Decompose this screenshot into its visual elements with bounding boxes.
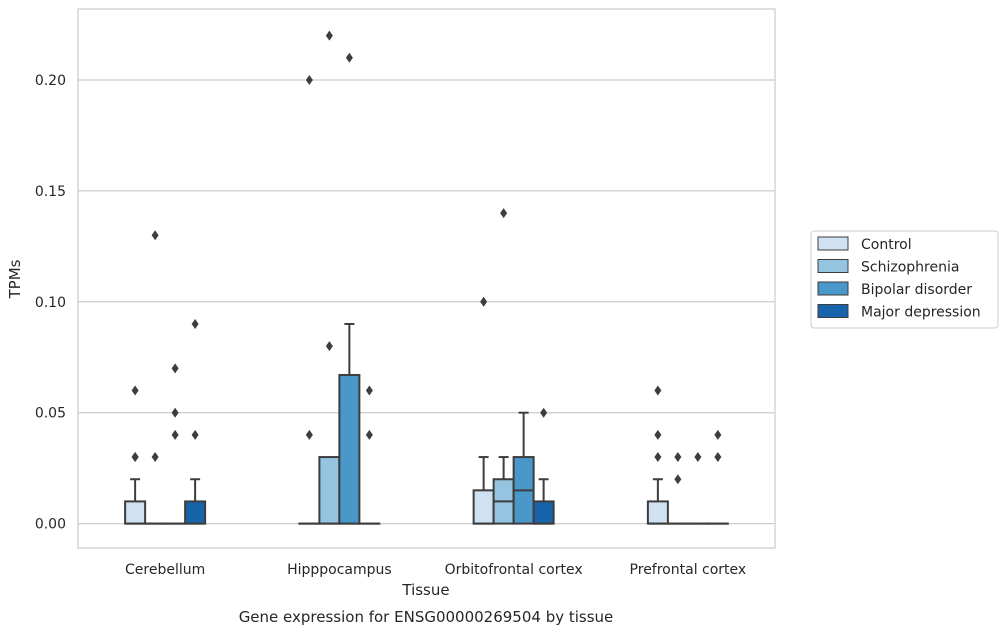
outlier-point (714, 429, 722, 440)
y-tick-label: 0.05 (35, 406, 66, 422)
box (472, 296, 495, 525)
box-body (532, 500, 555, 525)
box (646, 385, 669, 525)
box (706, 429, 729, 525)
outlier-point (305, 74, 313, 85)
box-body (338, 373, 361, 525)
outlier-point (714, 452, 722, 463)
box (338, 52, 361, 525)
x-axis-label: Tissue (401, 581, 449, 599)
box-body (318, 456, 341, 525)
plot-frame (77, 8, 776, 549)
outlier-point (694, 452, 702, 463)
outlier-point (151, 452, 159, 463)
box (512, 411, 535, 525)
legend-swatch (817, 281, 849, 296)
x-tick-label: Cerebellum (125, 562, 205, 578)
outlier-point (131, 385, 139, 396)
y-tick-labels: 0.00 0.05 0.10 0.15 0.20 (35, 73, 66, 533)
legend-swatch (817, 304, 849, 318)
outlier-point (171, 407, 179, 418)
chart-title: Gene expression for ENSG00000269504 by t… (239, 608, 614, 626)
legend-label: Bipolar disorder (861, 282, 972, 298)
y-axis-label: TPMs (6, 259, 24, 299)
outlier-point (500, 208, 508, 219)
outlier-point (674, 474, 682, 485)
outlier-point (365, 385, 373, 396)
box (124, 385, 147, 525)
outlier-point (131, 452, 139, 463)
box-body (184, 500, 207, 525)
x-tick-label: Prefrontal cortex (630, 562, 747, 578)
box-body (472, 489, 495, 525)
outlier-point (654, 385, 662, 396)
box (358, 385, 381, 525)
outlier-point (345, 52, 353, 63)
x-tick-label: Hipppocampus (287, 562, 392, 578)
box-body (124, 500, 147, 525)
outlier-point (365, 429, 373, 440)
box (318, 30, 341, 525)
box (184, 318, 207, 525)
x-tick-label: Orbitofrontal cortex (445, 562, 583, 578)
plot-area-background (78, 9, 775, 548)
legend-frame (810, 230, 999, 329)
box (532, 407, 555, 525)
outlier-point (151, 230, 159, 241)
legend-swatch (817, 259, 849, 273)
x-tick-labels: Cerebellum Hipppocampus Orbitofrontal cort… (125, 562, 746, 578)
outlier-point (654, 429, 662, 440)
box (298, 74, 321, 525)
box (144, 230, 167, 525)
outlier-point (480, 296, 488, 307)
y-tick-label: 0.15 (35, 184, 66, 200)
outlier-point (325, 341, 333, 352)
outlier-point (191, 318, 199, 329)
legend-label: Schizophrenia (861, 260, 959, 276)
outlier-point (191, 429, 199, 440)
y-tick-label: 0.00 (35, 517, 66, 533)
outlier-point (674, 452, 682, 463)
legend-label: Major depression (861, 305, 981, 321)
outlier-point (654, 452, 662, 463)
legend-label: Control (861, 237, 912, 253)
box-body (646, 500, 669, 525)
outlier-point (305, 429, 313, 440)
box-groups (124, 30, 729, 525)
outlier-point (171, 429, 179, 440)
outlier-point (540, 407, 548, 418)
legend-swatch (817, 236, 849, 251)
outlier-point (325, 30, 333, 41)
y-tick-label: 0.20 (35, 73, 66, 89)
y-tick-label: 0.10 (35, 295, 66, 311)
legend: Control Schizophrenia Bipolar disorder Majo… (810, 230, 999, 329)
outlier-point (171, 363, 179, 374)
